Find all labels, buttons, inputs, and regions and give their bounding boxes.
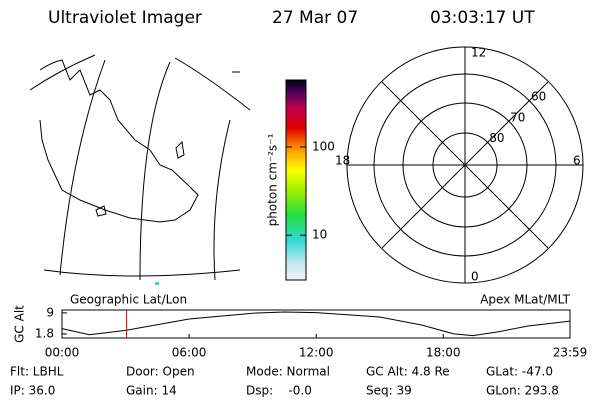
colorbar	[285, 79, 307, 281]
colorbar-label: photon cm⁻²s⁻¹	[266, 133, 280, 226]
polar-grid	[346, 46, 584, 284]
map-pixel	[155, 282, 159, 285]
map-label: Geographic Lat/Lon	[70, 293, 187, 307]
altitude-line	[61, 311, 571, 337]
time: 03:03:17 UT	[430, 8, 535, 28]
mlt-label: 0	[471, 270, 479, 284]
info-field: GLat: -47.0	[486, 365, 553, 379]
mlt-label: 12	[471, 46, 486, 60]
title: Ultraviolet Imager	[48, 8, 202, 28]
x-tick-label: 12:00	[299, 346, 334, 360]
info-field: Flt: LBHL	[10, 365, 64, 379]
lat-label: 80	[489, 131, 504, 145]
x-tick-label: 18:00	[426, 346, 461, 360]
info-field: GLon: 293.8	[486, 384, 559, 398]
plot-frame	[61, 309, 571, 339]
x-tick-label: 06:00	[172, 346, 207, 360]
info-field: Mode: Normal	[246, 365, 330, 379]
x-tick-label: 23:59	[553, 346, 588, 360]
date: 27 Mar 07	[272, 8, 358, 28]
info-field: Gain: 14	[126, 384, 177, 398]
lat-label: 60	[531, 90, 546, 104]
map	[29, 54, 251, 281]
info-field: Seq: 39	[366, 384, 412, 398]
info-field: Dsp: -0.0	[246, 384, 312, 398]
lat-label: 70	[510, 110, 525, 124]
y-tick-label: 1.8	[35, 326, 54, 340]
info-field: GC Alt: 4.8 Re	[366, 365, 450, 379]
mlt-label: 18	[335, 154, 350, 168]
info-field: IP: 36.0	[10, 384, 55, 398]
x-tick-label: 00:00	[45, 346, 80, 360]
y-axis-label: GC Alt	[13, 305, 27, 343]
mlt-label: 6	[573, 154, 581, 168]
polar-label: Apex MLat/MLT	[480, 293, 570, 307]
info-field: Door: Open	[126, 365, 195, 379]
colorbar-tick-label: 100	[312, 139, 335, 153]
colorbar-tick-label: 10	[312, 228, 327, 242]
y-tick-label: 9	[46, 305, 54, 319]
